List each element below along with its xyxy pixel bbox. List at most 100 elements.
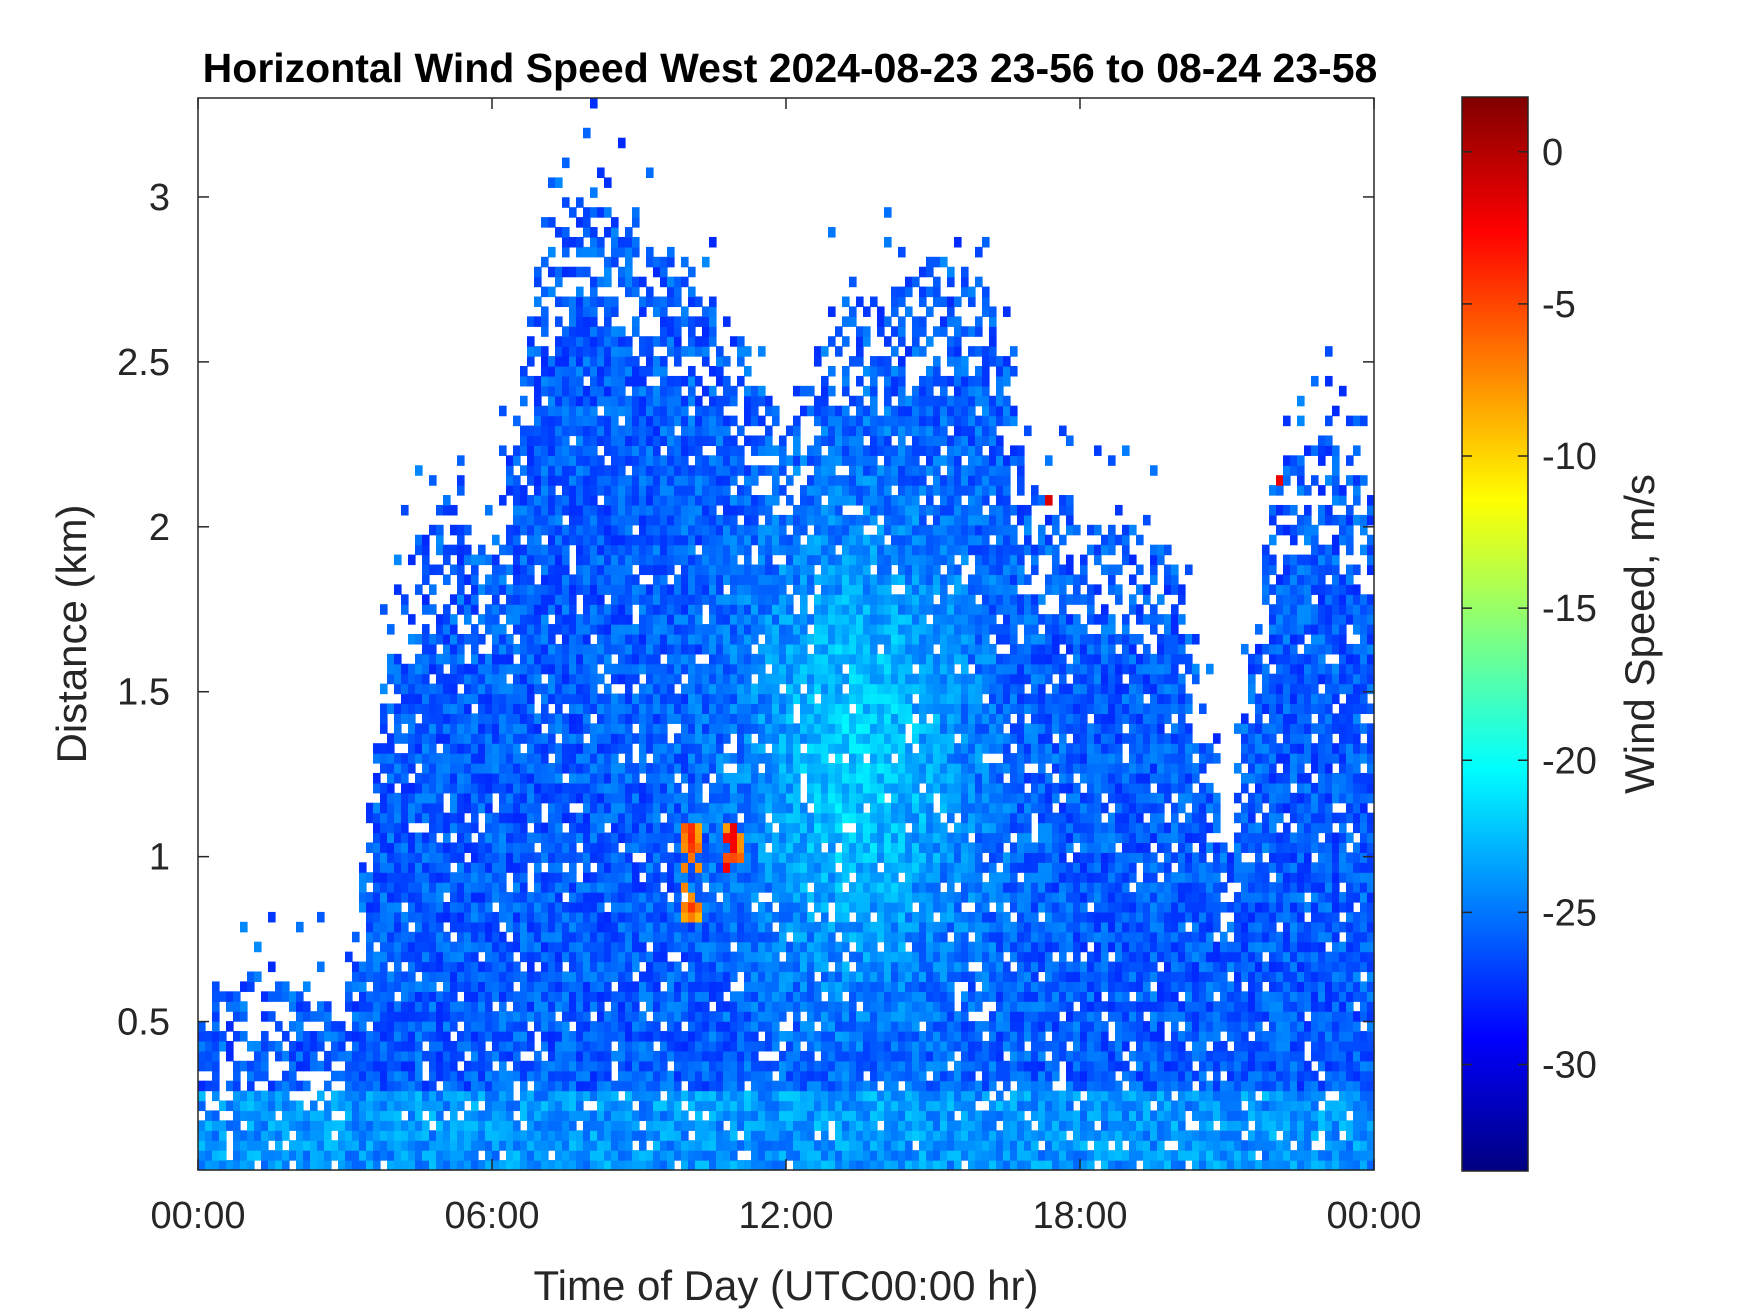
heatmap-cell <box>674 336 682 347</box>
heatmap-cell <box>674 1130 682 1141</box>
heatmap-cell <box>492 1100 500 1112</box>
heatmap-cell <box>562 902 570 913</box>
heatmap-cell <box>436 624 444 635</box>
heatmap-cell <box>695 1021 703 1032</box>
heatmap-cell <box>457 961 465 973</box>
heatmap-cell <box>478 1011 486 1022</box>
heatmap-cell <box>583 564 591 576</box>
heatmap-cell <box>590 236 598 248</box>
heatmap-cell <box>548 1160 556 1171</box>
heatmap-cell <box>471 663 479 675</box>
heatmap-cell <box>786 624 794 635</box>
heatmap-cell <box>765 911 773 923</box>
heatmap-cell <box>646 514 654 526</box>
heatmap-cell <box>779 663 787 675</box>
heatmap-cell <box>716 822 724 834</box>
heatmap-cell <box>401 1100 409 1112</box>
heatmap-cell <box>681 1040 689 1052</box>
heatmap-cell <box>828 872 836 883</box>
heatmap-cell <box>499 604 507 615</box>
heatmap-cell <box>254 1130 262 1141</box>
heatmap-cell <box>674 375 682 387</box>
heatmap-cell <box>814 763 822 774</box>
heatmap-cell <box>450 1040 458 1052</box>
heatmap-cell <box>723 961 731 973</box>
heatmap-cell <box>401 604 409 615</box>
heatmap-cell <box>506 1130 514 1141</box>
heatmap-cell <box>667 713 675 724</box>
heatmap-cell <box>520 842 528 853</box>
heatmap-cell <box>646 802 654 814</box>
heatmap-cell <box>639 455 647 466</box>
heatmap-cell <box>590 1001 598 1012</box>
heatmap-cell <box>471 763 479 774</box>
heatmap-cell <box>821 1140 829 1151</box>
heatmap-cell <box>443 1150 451 1161</box>
heatmap-cell <box>625 951 633 963</box>
heatmap-cell <box>548 1070 556 1082</box>
heatmap-cell <box>688 366 696 377</box>
heatmap-cell <box>779 584 787 595</box>
heatmap-cell <box>709 1031 717 1042</box>
heatmap-cell <box>646 653 654 665</box>
heatmap-cell <box>702 772 710 784</box>
heatmap-cell <box>506 1011 514 1022</box>
heatmap-cell <box>660 495 668 506</box>
heatmap-cell <box>569 366 577 377</box>
heatmap-cell <box>471 872 479 883</box>
heatmap-cell <box>765 902 773 913</box>
heatmap-cell <box>667 852 675 863</box>
heatmap-cell <box>674 862 682 873</box>
heatmap-cell <box>793 1021 801 1032</box>
heatmap-cell <box>513 514 521 526</box>
heatmap-cell <box>779 693 787 705</box>
heatmap-cell <box>688 425 696 437</box>
heatmap-cell <box>478 911 486 923</box>
heatmap-cell <box>541 495 549 506</box>
heatmap-cell <box>541 425 549 437</box>
heatmap-cell <box>401 872 409 883</box>
heatmap-cell <box>576 1011 584 1022</box>
heatmap-cell <box>464 1031 472 1042</box>
heatmap-cell <box>597 1031 605 1042</box>
heatmap-cell <box>653 514 661 526</box>
heatmap-cell <box>597 1050 605 1062</box>
heatmap-cell <box>800 971 808 983</box>
heatmap-cell <box>793 643 801 655</box>
heatmap-cell <box>366 911 374 923</box>
heatmap-cell <box>660 1031 668 1042</box>
heatmap-cell <box>674 1120 682 1131</box>
heatmap-cell <box>653 812 661 824</box>
heatmap-cell <box>632 1120 640 1131</box>
heatmap-cell <box>758 594 766 605</box>
heatmap-cell <box>520 1110 528 1121</box>
heatmap-cell <box>198 1100 206 1112</box>
heatmap-cell <box>590 931 598 943</box>
heatmap-cell <box>618 1040 626 1052</box>
heatmap-cell <box>618 594 626 605</box>
heatmap-cell <box>387 1160 395 1171</box>
heatmap-cell <box>534 604 542 615</box>
heatmap-cell <box>779 941 787 953</box>
heatmap-cell <box>324 1001 332 1012</box>
heatmap-cell <box>212 1031 220 1042</box>
heatmap-cell <box>821 564 829 576</box>
heatmap-cell <box>275 1140 283 1151</box>
heatmap-cell <box>590 554 598 566</box>
heatmap-cell <box>590 782 598 794</box>
heatmap-cell <box>786 792 794 804</box>
heatmap-cell <box>702 981 710 992</box>
heatmap-cell <box>240 981 248 992</box>
heatmap-cell <box>373 1150 381 1161</box>
heatmap-cell <box>821 872 829 883</box>
heatmap-cell <box>534 1130 542 1141</box>
heatmap-cell <box>576 832 584 844</box>
heatmap-cell <box>436 564 444 576</box>
heatmap-cell <box>618 266 626 278</box>
heatmap-cell <box>800 862 808 873</box>
heatmap-cell <box>660 405 668 417</box>
heatmap-cell <box>310 1040 318 1052</box>
heatmap-cell <box>625 872 633 883</box>
heatmap-cell <box>625 931 633 943</box>
heatmap-cell <box>478 802 486 814</box>
